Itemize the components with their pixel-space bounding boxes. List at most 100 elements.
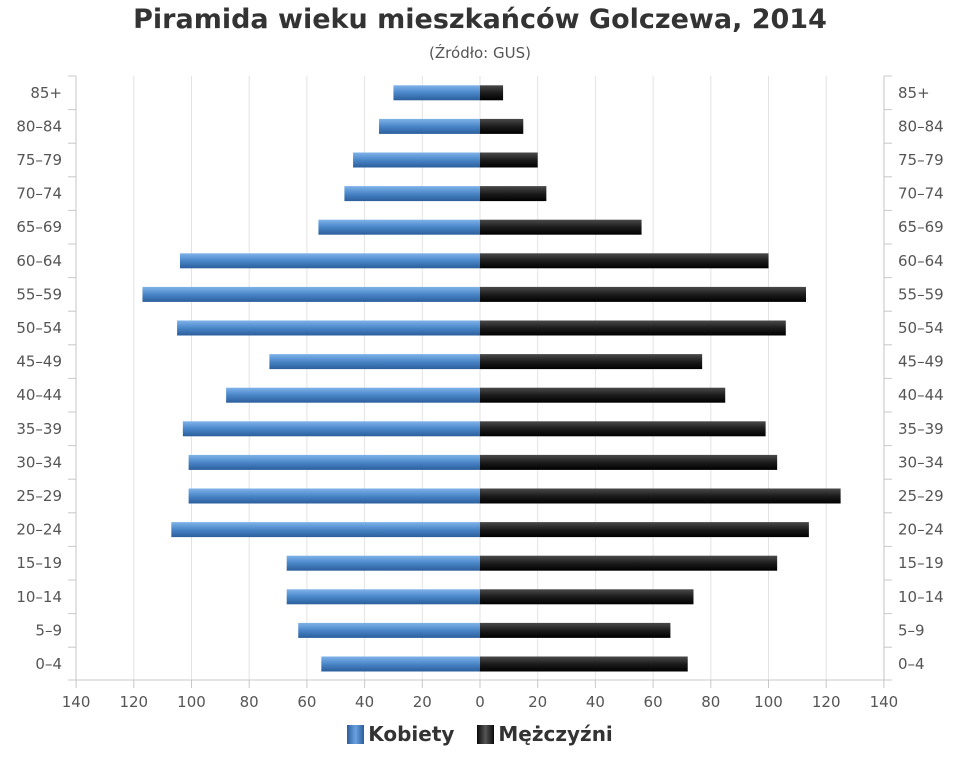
bar-kobiety	[269, 354, 480, 370]
y-tick-label-left: 20–24	[16, 521, 62, 539]
x-tick-label: 60	[644, 693, 663, 711]
bar-kobiety	[353, 152, 480, 168]
bar-kobiety	[286, 555, 480, 571]
chart-title: Piramida wieku mieszkańców Golczewa, 201…	[133, 4, 827, 35]
bar-mezczyzni	[480, 387, 726, 403]
bar-mezczyzni	[480, 656, 688, 672]
y-tick-label-right: 85+	[898, 84, 930, 102]
y-tick-label-right: 0–4	[898, 655, 925, 673]
y-tick-label-left: 85+	[30, 84, 62, 102]
bar-kobiety	[226, 387, 480, 403]
legend-item-kobiety[interactable]: Kobiety	[347, 722, 454, 746]
x-tick-label: 120	[119, 693, 148, 711]
x-tick-label: 100	[754, 693, 783, 711]
x-tick-label: 100	[177, 693, 206, 711]
bar-mezczyzni	[480, 589, 694, 605]
x-tick-label: 40	[586, 693, 605, 711]
y-tick-label-left: 0–4	[35, 655, 62, 673]
y-tick-label-left: 70–74	[16, 185, 62, 203]
bar-mezczyzni	[480, 253, 769, 269]
x-tick-label: 140	[62, 693, 91, 711]
y-tick-label-left: 45–49	[16, 353, 62, 371]
y-tick-label-right: 80–84	[898, 117, 944, 135]
y-tick-label-left: 40–44	[16, 386, 62, 404]
y-tick-label-right: 65–69	[898, 218, 944, 236]
y-tick-label-right: 45–49	[898, 353, 944, 371]
y-tick-label-right: 35–39	[898, 420, 944, 438]
y-tick-label-right: 60–64	[898, 252, 944, 270]
y-tick-label-left: 65–69	[16, 218, 62, 236]
y-tick-label-left: 30–34	[16, 453, 62, 471]
bar-mezczyzni	[480, 118, 524, 134]
y-tick-label-right: 55–59	[898, 285, 944, 303]
bar-kobiety	[182, 421, 480, 437]
bars	[142, 85, 841, 672]
bar-kobiety	[393, 85, 480, 101]
x-tick-label: 140	[870, 693, 899, 711]
y-tick-label-left: 50–54	[16, 319, 62, 337]
bar-kobiety	[177, 320, 480, 336]
y-tick-label-right: 75–79	[898, 151, 944, 169]
bar-mezczyzni	[480, 555, 778, 571]
legend-item-mezczyzni[interactable]: Mężczyźni	[477, 722, 613, 746]
bar-mezczyzni	[480, 320, 786, 336]
y-tick-label-left: 5–9	[35, 621, 62, 639]
x-tick-label: 60	[297, 693, 316, 711]
x-tick-label: 120	[812, 693, 841, 711]
bar-kobiety	[321, 656, 480, 672]
blue-swatch-icon	[347, 724, 365, 744]
bar-mezczyzni	[480, 85, 504, 101]
bar-mezczyzni	[480, 488, 841, 504]
x-tick-label: 20	[413, 693, 432, 711]
y-tick-label-left: 80–84	[16, 117, 62, 135]
y-tick-label-right: 5–9	[898, 621, 925, 639]
y-tick-label-right: 30–34	[898, 453, 944, 471]
tick-labels: 140 120 100 80 60 40 20 0 20 40 60 80 100 120 140 0–4 0–…	[16, 84, 943, 711]
bar-mezczyzni	[480, 152, 538, 168]
axes	[68, 75, 892, 688]
bar-mezczyzni	[480, 454, 778, 470]
bar-kobiety	[379, 118, 480, 134]
x-tick-label: 80	[701, 693, 720, 711]
bar-mezczyzni	[480, 219, 642, 235]
y-tick-label-left: 35–39	[16, 420, 62, 438]
legend-label-mezczyzni: Mężczyźni	[498, 722, 613, 746]
bar-mezczyzni	[480, 354, 703, 370]
black-swatch-icon	[477, 724, 495, 744]
bar-kobiety	[318, 219, 480, 235]
legend-label-kobiety: Kobiety	[368, 722, 455, 746]
bar-kobiety	[298, 622, 480, 638]
bar-mezczyzni	[480, 622, 671, 638]
x-tick-label: 80	[240, 693, 259, 711]
y-tick-label-right: 20–24	[898, 521, 944, 539]
chart-subtitle: (Źródło: GUS)	[429, 44, 531, 62]
bar-kobiety	[286, 589, 480, 605]
bar-mezczyzni	[480, 186, 547, 202]
y-tick-label-right: 40–44	[898, 386, 944, 404]
y-tick-label-right: 10–14	[898, 588, 944, 606]
y-tick-label-right: 25–29	[898, 487, 944, 505]
y-tick-label-right: 70–74	[898, 185, 944, 203]
y-tick-label-left: 55–59	[16, 285, 62, 303]
x-tick-label: 0	[475, 693, 485, 711]
bar-kobiety	[142, 286, 480, 302]
legend: Kobiety Mężczyźni	[0, 722, 960, 749]
bar-kobiety	[188, 454, 481, 470]
x-tick-label: 20	[528, 693, 547, 711]
bar-kobiety	[179, 253, 480, 269]
bar-mezczyzni	[480, 522, 809, 538]
y-tick-label-left: 60–64	[16, 252, 62, 270]
y-tick-label-right: 50–54	[898, 319, 944, 337]
y-tick-label-left: 15–19	[16, 554, 62, 572]
bar-mezczyzni	[480, 421, 766, 437]
y-tick-label-left: 10–14	[16, 588, 62, 606]
bar-mezczyzni	[480, 286, 807, 302]
bar-kobiety	[344, 186, 480, 202]
y-tick-label-right: 15–19	[898, 554, 944, 572]
y-tick-label-left: 25–29	[16, 487, 62, 505]
x-tick-label: 40	[355, 693, 374, 711]
bar-kobiety	[188, 488, 481, 504]
bar-kobiety	[171, 522, 480, 538]
y-tick-label-left: 75–79	[16, 151, 62, 169]
